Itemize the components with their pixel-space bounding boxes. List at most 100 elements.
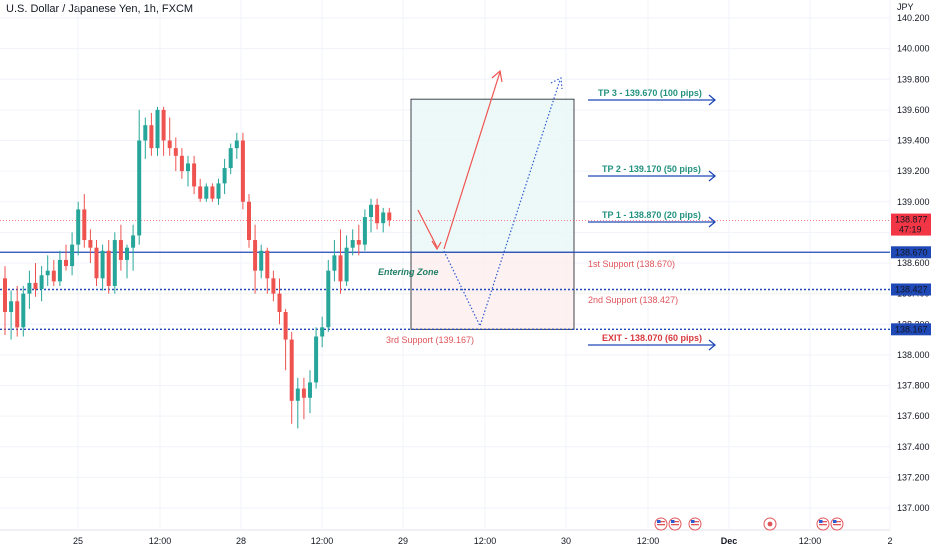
projection-paths: [417, 69, 563, 328]
red-entry-arrow: [417, 209, 438, 248]
flag-canton: [691, 520, 695, 523]
y-tick-label: 140.000: [897, 44, 930, 54]
candle-body: [308, 382, 312, 398]
y-tick-label: 138.600: [897, 258, 930, 268]
candle-body: [228, 148, 233, 169]
flag-stripe: [833, 521, 841, 523]
candle-body: [88, 240, 93, 248]
candle-body: [3, 278, 7, 312]
tp3-arrowhead: [708, 94, 717, 106]
candle-body: [131, 235, 136, 248]
level-price-label: 138.427: [895, 284, 928, 294]
time-axis[interactable]: 25 12:00 28 12:00 29 12:00 30 12:00 Dec 12:00 2: [73, 536, 893, 546]
candle-body: [381, 212, 386, 224]
y-tick-label: 140.200: [897, 13, 930, 23]
candle-body: [33, 282, 38, 290]
flag-canton: [657, 520, 661, 523]
candle-body: [265, 250, 270, 279]
candle-body: [21, 293, 26, 328]
candle-body: [271, 278, 276, 294]
currency-label: JPY: [897, 2, 914, 12]
level-price-tag: [891, 283, 931, 296]
tp1-arrowhead: [708, 216, 717, 228]
exit-label: EXIT - 138.070 (60 pips): [602, 333, 702, 343]
candle-body: [295, 388, 300, 401]
flag-dot: [767, 521, 773, 527]
candle-body: [118, 240, 123, 260]
tp2-label: TP 2 - 139.170 (50 pips): [602, 164, 701, 174]
y-tick-label: 139.800: [897, 74, 930, 84]
candle-body: [57, 259, 62, 282]
candle-body: [137, 140, 142, 236]
flag-canton: [671, 520, 675, 523]
candle-body: [350, 240, 355, 248]
red-target-line: [443, 71, 501, 250]
candle-body: [82, 209, 87, 241]
tp3-label: TP 3 - 139.670 (100 pips): [598, 88, 702, 98]
candle-body: [253, 240, 258, 271]
candle-body: [338, 255, 343, 282]
flag-stripe: [671, 524, 679, 526]
countdown-label: 47:19: [899, 225, 922, 235]
candle-body: [9, 301, 14, 312]
candle-body: [106, 250, 111, 286]
current-price-label: 138.877: [895, 215, 928, 225]
candle-body: [332, 255, 337, 271]
entering-zone-label: Entering Zone: [378, 267, 439, 277]
candle-body: [155, 109, 160, 149]
candle-body: [27, 282, 32, 294]
y-tick-label: 137.000: [897, 503, 930, 513]
flag-stripe: [657, 524, 665, 526]
candle-body: [51, 270, 56, 282]
y-tick-label: 137.200: [897, 472, 930, 482]
flag-stripe: [819, 524, 827, 526]
red-entry-arrowhead: [431, 240, 442, 251]
flag-stripe: [657, 521, 665, 523]
x-tick-label: Dec: [721, 536, 738, 546]
candle-body: [314, 336, 319, 383]
x-tick-label: 2: [887, 536, 892, 546]
candle-body: [301, 388, 306, 398]
y-tick-label: 139.400: [897, 136, 930, 146]
candle-body: [344, 247, 349, 282]
trade-zones: [410, 98, 575, 330]
support1-label: 1st Support (138.670): [588, 259, 675, 269]
candle-body: [45, 270, 50, 276]
blue-alt-arrowhead: [550, 77, 563, 90]
candle-body: [259, 250, 264, 271]
flag-stripe: [691, 524, 699, 526]
candle-body: [149, 125, 154, 149]
flag-stripe: [819, 521, 827, 523]
flag-stripe: [691, 521, 699, 523]
candle-body: [204, 186, 209, 199]
candle-body: [125, 247, 129, 260]
candle-body: [161, 109, 166, 141]
profit-zone: [411, 99, 574, 253]
candle-body: [247, 201, 251, 241]
y-tick-label: 138.000: [897, 350, 930, 360]
candle-body: [173, 148, 178, 156]
candle-body: [210, 186, 215, 199]
flag-stripe: [833, 524, 841, 526]
candle-body: [277, 293, 282, 312]
candle-body: [387, 212, 392, 221]
x-tick-label: 30: [561, 536, 571, 546]
candle-body: [192, 163, 197, 187]
blue-alt-path: [443, 79, 561, 328]
event-markers: [654, 517, 844, 531]
y-tick-label: 139.200: [897, 166, 930, 176]
loss-zone: [411, 252, 574, 330]
candle-body: [112, 240, 117, 286]
candle-body: [326, 270, 331, 328]
candle-body: [167, 140, 172, 149]
candle-body: [198, 186, 203, 199]
x-tick-label: 29: [398, 536, 408, 546]
current-price-tag: [891, 213, 931, 236]
x-tick-label: 25: [73, 536, 83, 546]
x-tick-label: 12:00: [637, 536, 660, 546]
chart-title: U.S. Dollar / Japanese Yen, 1h, FXCM: [6, 3, 194, 15]
tp2-arrowhead: [708, 170, 717, 182]
candle-body: [283, 312, 288, 340]
